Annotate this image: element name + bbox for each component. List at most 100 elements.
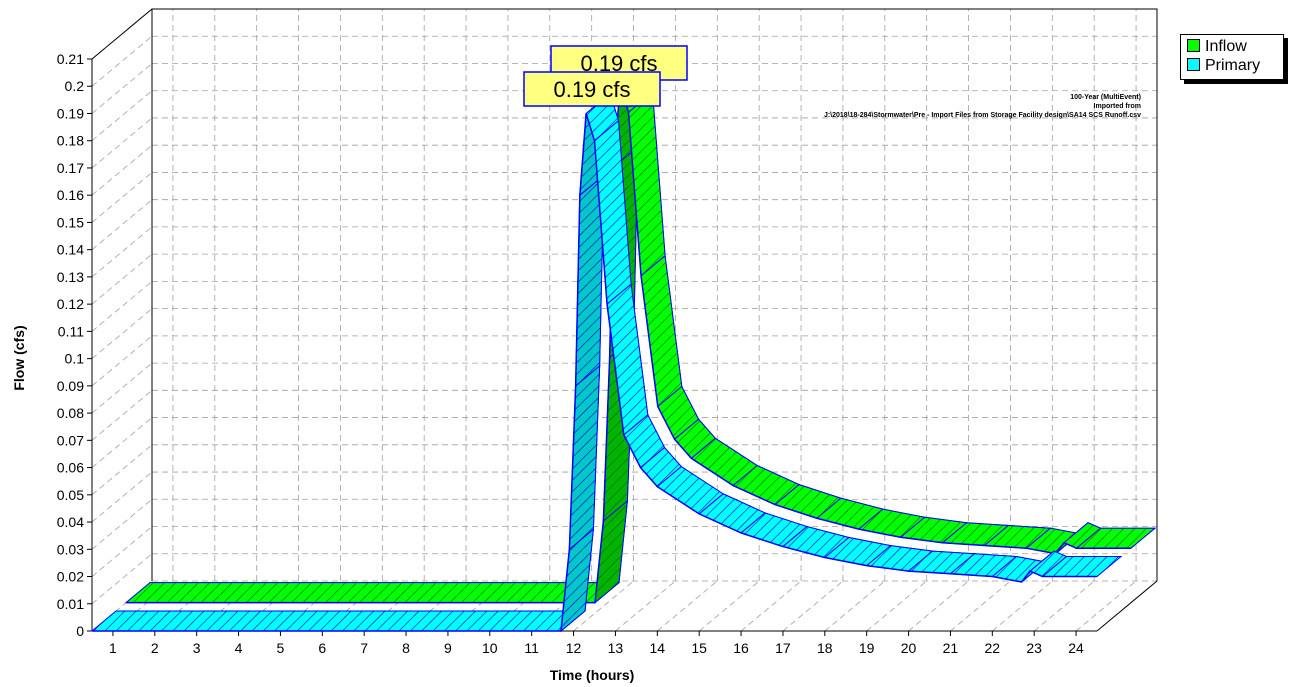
grid-line-side bbox=[91, 226, 153, 278]
series-layer bbox=[90, 64, 1157, 633]
grid-line-floor bbox=[908, 580, 969, 632]
grid-line-floor bbox=[1075, 580, 1137, 632]
annotation-line-2: Imported from bbox=[1094, 103, 1141, 110]
x-tick-label: 11 bbox=[524, 640, 539, 656]
x-tick-label: 16 bbox=[733, 640, 749, 656]
y-tick-label: 0.02 bbox=[57, 569, 84, 585]
series-inflow-facet-hatch bbox=[1076, 528, 1155, 549]
y-tick-label: 0.1 bbox=[65, 351, 85, 367]
legend-item-inflow: Inflow bbox=[1187, 38, 1247, 56]
grid-line-side bbox=[91, 526, 153, 577]
grid-line-side bbox=[91, 498, 153, 550]
series-primary-facet-hatch bbox=[1042, 556, 1121, 577]
series-inflow-facet-hatch bbox=[733, 465, 800, 505]
x-tick-label: 24 bbox=[1068, 640, 1084, 656]
x-axis-title: Time (hours) bbox=[550, 667, 635, 683]
grid-line-side bbox=[91, 90, 153, 142]
series-inflow-facet-hatch bbox=[942, 522, 1009, 546]
series-primary-facet-hatch bbox=[908, 551, 975, 574]
peak-label-primary: 0.19 cfs bbox=[523, 71, 661, 107]
x-tick-label: 6 bbox=[318, 640, 326, 656]
grid-line-floor bbox=[698, 580, 760, 632]
series-primary-facet-hatch bbox=[575, 175, 604, 386]
x-tick-label: 14 bbox=[650, 640, 666, 656]
annotation-line-1: 100-Year (MultiEvent) bbox=[1070, 94, 1141, 101]
y-tick-label: 0.17 bbox=[57, 160, 84, 176]
series-primary-facet-hatch bbox=[569, 365, 600, 550]
grid-line-floor bbox=[657, 580, 718, 632]
series-primary-facet-hatch bbox=[607, 284, 648, 435]
x-tick-label: 10 bbox=[482, 640, 498, 656]
series-inflow bbox=[124, 64, 1157, 604]
series-primary-front-edge bbox=[92, 113, 1097, 632]
series-primary-facet-hatch bbox=[824, 537, 891, 566]
grid-line-floor bbox=[992, 580, 1053, 632]
peak-label-primary-text: 0.19 cfs bbox=[553, 77, 630, 102]
series-primary-facet-hatch bbox=[657, 466, 724, 514]
grid-line-floor bbox=[1033, 580, 1095, 632]
grid-line-side bbox=[91, 63, 153, 114]
y-tick-label: 0.14 bbox=[57, 242, 84, 258]
series-inflow-facet-hatch bbox=[691, 438, 758, 486]
series-primary-facet-hatch bbox=[1030, 551, 1067, 577]
y-tick-label: 0.16 bbox=[57, 187, 84, 203]
x-tick-label: 7 bbox=[360, 640, 368, 656]
x-tick-label: 8 bbox=[402, 640, 410, 656]
x-axis-depth-line bbox=[1096, 580, 1158, 632]
x-tick-label: 5 bbox=[277, 640, 285, 656]
legend-swatch-primary bbox=[1187, 58, 1200, 71]
y-tick-label: 0.2 bbox=[65, 78, 85, 94]
y-tick-label: 0.09 bbox=[57, 378, 84, 394]
y-axis-depth-line bbox=[91, 8, 153, 60]
series-inflow-facet-hatch bbox=[126, 582, 619, 603]
grid-line-floor bbox=[866, 580, 927, 632]
y-tick-label: 0.04 bbox=[57, 514, 84, 530]
grid-line-side bbox=[91, 172, 153, 223]
x-tick-label: 15 bbox=[691, 640, 707, 656]
back-wall-frame bbox=[151, 8, 1158, 581]
grid-line-side bbox=[91, 444, 153, 496]
grid-line-floor bbox=[740, 580, 802, 632]
y-tick-label: 0.15 bbox=[57, 214, 84, 230]
series-inflow-facet-hatch bbox=[984, 525, 1051, 549]
x-tick-label: 17 bbox=[775, 640, 791, 656]
grid-line-floor bbox=[573, 580, 634, 632]
series-primary-facet-hatch bbox=[782, 526, 849, 558]
y-tick-label: 0.08 bbox=[57, 405, 84, 421]
x-tick-label: 3 bbox=[193, 640, 201, 656]
series-inflow-facet-hatch bbox=[816, 498, 883, 530]
y-tick-label: 0.19 bbox=[57, 105, 84, 121]
grid-line-side bbox=[91, 35, 153, 87]
y-tick-label: 0.01 bbox=[57, 596, 84, 612]
series-primary-facet-hatch bbox=[92, 611, 585, 631]
y-tick-label: 0 bbox=[76, 623, 84, 639]
grid-line-side bbox=[91, 281, 153, 332]
y-tick-label: 0.12 bbox=[57, 296, 84, 312]
series-primary bbox=[90, 92, 1123, 633]
legend: Inflow Primary bbox=[1180, 34, 1284, 80]
grid-line-side bbox=[91, 117, 153, 169]
x-tick-label: 2 bbox=[151, 640, 159, 656]
x-tick-label: 12 bbox=[566, 640, 582, 656]
x-tick-label: 20 bbox=[901, 640, 917, 656]
series-inflow-facet-hatch bbox=[1026, 528, 1080, 554]
y-tick-label: 0.03 bbox=[57, 541, 84, 557]
peak-label-primary-box bbox=[523, 71, 661, 107]
y-tick-label: 0.05 bbox=[57, 487, 84, 503]
y-axis-title: Flow (cfs) bbox=[11, 325, 27, 390]
y-tick-label: 0.07 bbox=[57, 432, 84, 448]
legend-swatch-inflow bbox=[1187, 39, 1200, 52]
y-tick-label: 0.18 bbox=[57, 133, 84, 149]
x-tick-label: 9 bbox=[444, 640, 452, 656]
series-inflow-facet-hatch bbox=[1064, 522, 1101, 549]
grid-line-floor bbox=[950, 580, 1011, 632]
grid-line-side bbox=[91, 553, 153, 605]
series-inflow-facet-hatch bbox=[858, 509, 925, 538]
series-primary-facet-hatch bbox=[699, 493, 766, 533]
series-primary-facet-hatch bbox=[950, 553, 1017, 577]
grid-line-side bbox=[91, 144, 153, 196]
annotation-block: 100-Year (MultiEvent) Imported from J:\2… bbox=[824, 94, 1141, 119]
grid-line-floor bbox=[615, 580, 676, 632]
